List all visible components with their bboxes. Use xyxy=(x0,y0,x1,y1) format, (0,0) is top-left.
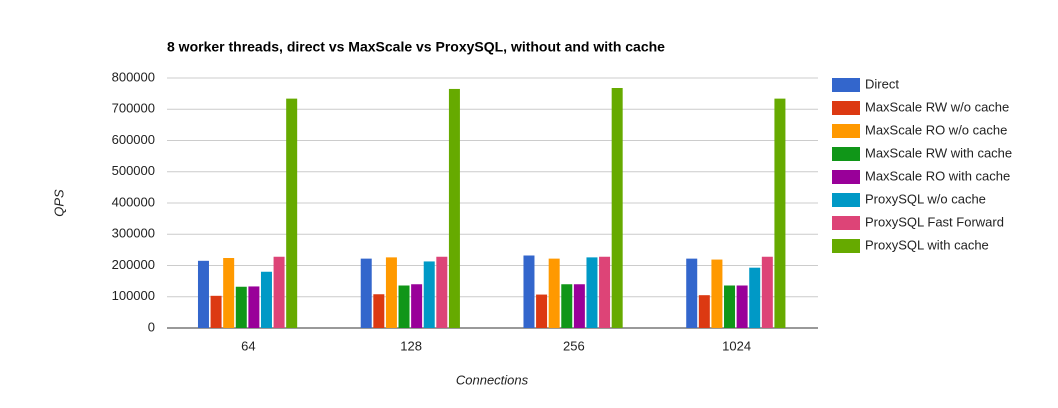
legend-swatch xyxy=(832,101,860,115)
legend-swatch xyxy=(832,239,860,253)
legend-label: MaxScale RW w/o cache xyxy=(865,99,1009,114)
bar xyxy=(385,257,397,328)
bar xyxy=(686,258,698,328)
y-axis-title: QPS xyxy=(51,189,66,217)
legend-swatch xyxy=(832,193,860,207)
bar xyxy=(223,258,235,328)
bar xyxy=(736,285,748,328)
y-tick-label: 600000 xyxy=(112,132,155,147)
x-tick-label: 1024 xyxy=(722,338,751,353)
x-tick-label: 128 xyxy=(400,338,422,353)
y-tick-label: 200000 xyxy=(112,257,155,272)
y-tick-label: 0 xyxy=(148,319,155,334)
x-axis-title: Connections xyxy=(456,372,529,387)
legend-label: MaxScale RW with cache xyxy=(865,145,1012,160)
y-tick-label: 800000 xyxy=(112,69,155,84)
legend-label: ProxySQL Fast Forward xyxy=(865,214,1004,229)
x-tick-label: 256 xyxy=(563,338,585,353)
bar xyxy=(724,285,736,328)
bar xyxy=(599,256,611,328)
bar xyxy=(611,88,623,328)
bar xyxy=(411,284,423,328)
x-tick-label: 64 xyxy=(241,338,255,353)
bar xyxy=(711,259,723,328)
legend-label: Direct xyxy=(865,76,899,91)
legend-swatch xyxy=(832,124,860,138)
bar xyxy=(586,257,598,328)
bar xyxy=(373,294,385,328)
bar xyxy=(235,286,247,328)
legend-label: MaxScale RO with cache xyxy=(865,168,1010,183)
bar xyxy=(761,256,773,328)
y-tick-label: 500000 xyxy=(112,163,155,178)
bar xyxy=(398,285,410,328)
bar xyxy=(436,256,448,328)
bar xyxy=(536,294,548,328)
legend-swatch xyxy=(832,147,860,161)
bar xyxy=(210,295,222,328)
bar xyxy=(423,261,435,328)
bar xyxy=(548,258,560,328)
bar xyxy=(260,271,272,328)
bar xyxy=(749,267,761,328)
bar xyxy=(523,255,535,328)
bar xyxy=(774,98,786,328)
legend-label: ProxySQL with cache xyxy=(865,237,989,252)
legend-label: MaxScale RO w/o cache xyxy=(865,122,1007,137)
bar xyxy=(248,286,260,328)
y-tick-label: 400000 xyxy=(112,194,155,209)
bar xyxy=(561,284,573,328)
bar xyxy=(698,295,710,328)
legend-swatch xyxy=(832,78,860,92)
bar xyxy=(286,98,298,328)
y-tick-label: 700000 xyxy=(112,101,155,116)
chart-title: 8 worker threads, direct vs MaxScale vs … xyxy=(167,39,665,55)
bar xyxy=(197,260,209,328)
legend-label: ProxySQL w/o cache xyxy=(865,191,986,206)
legend-swatch xyxy=(832,216,860,230)
bar xyxy=(573,284,585,328)
y-tick-label: 100000 xyxy=(112,288,155,303)
legend-swatch xyxy=(832,170,860,184)
bar xyxy=(360,258,372,328)
bar xyxy=(448,88,460,328)
y-tick-label: 300000 xyxy=(112,226,155,241)
bar xyxy=(273,256,285,328)
